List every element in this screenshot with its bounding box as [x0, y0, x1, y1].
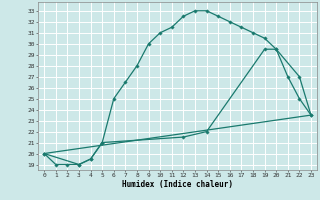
X-axis label: Humidex (Indice chaleur): Humidex (Indice chaleur) — [122, 180, 233, 189]
